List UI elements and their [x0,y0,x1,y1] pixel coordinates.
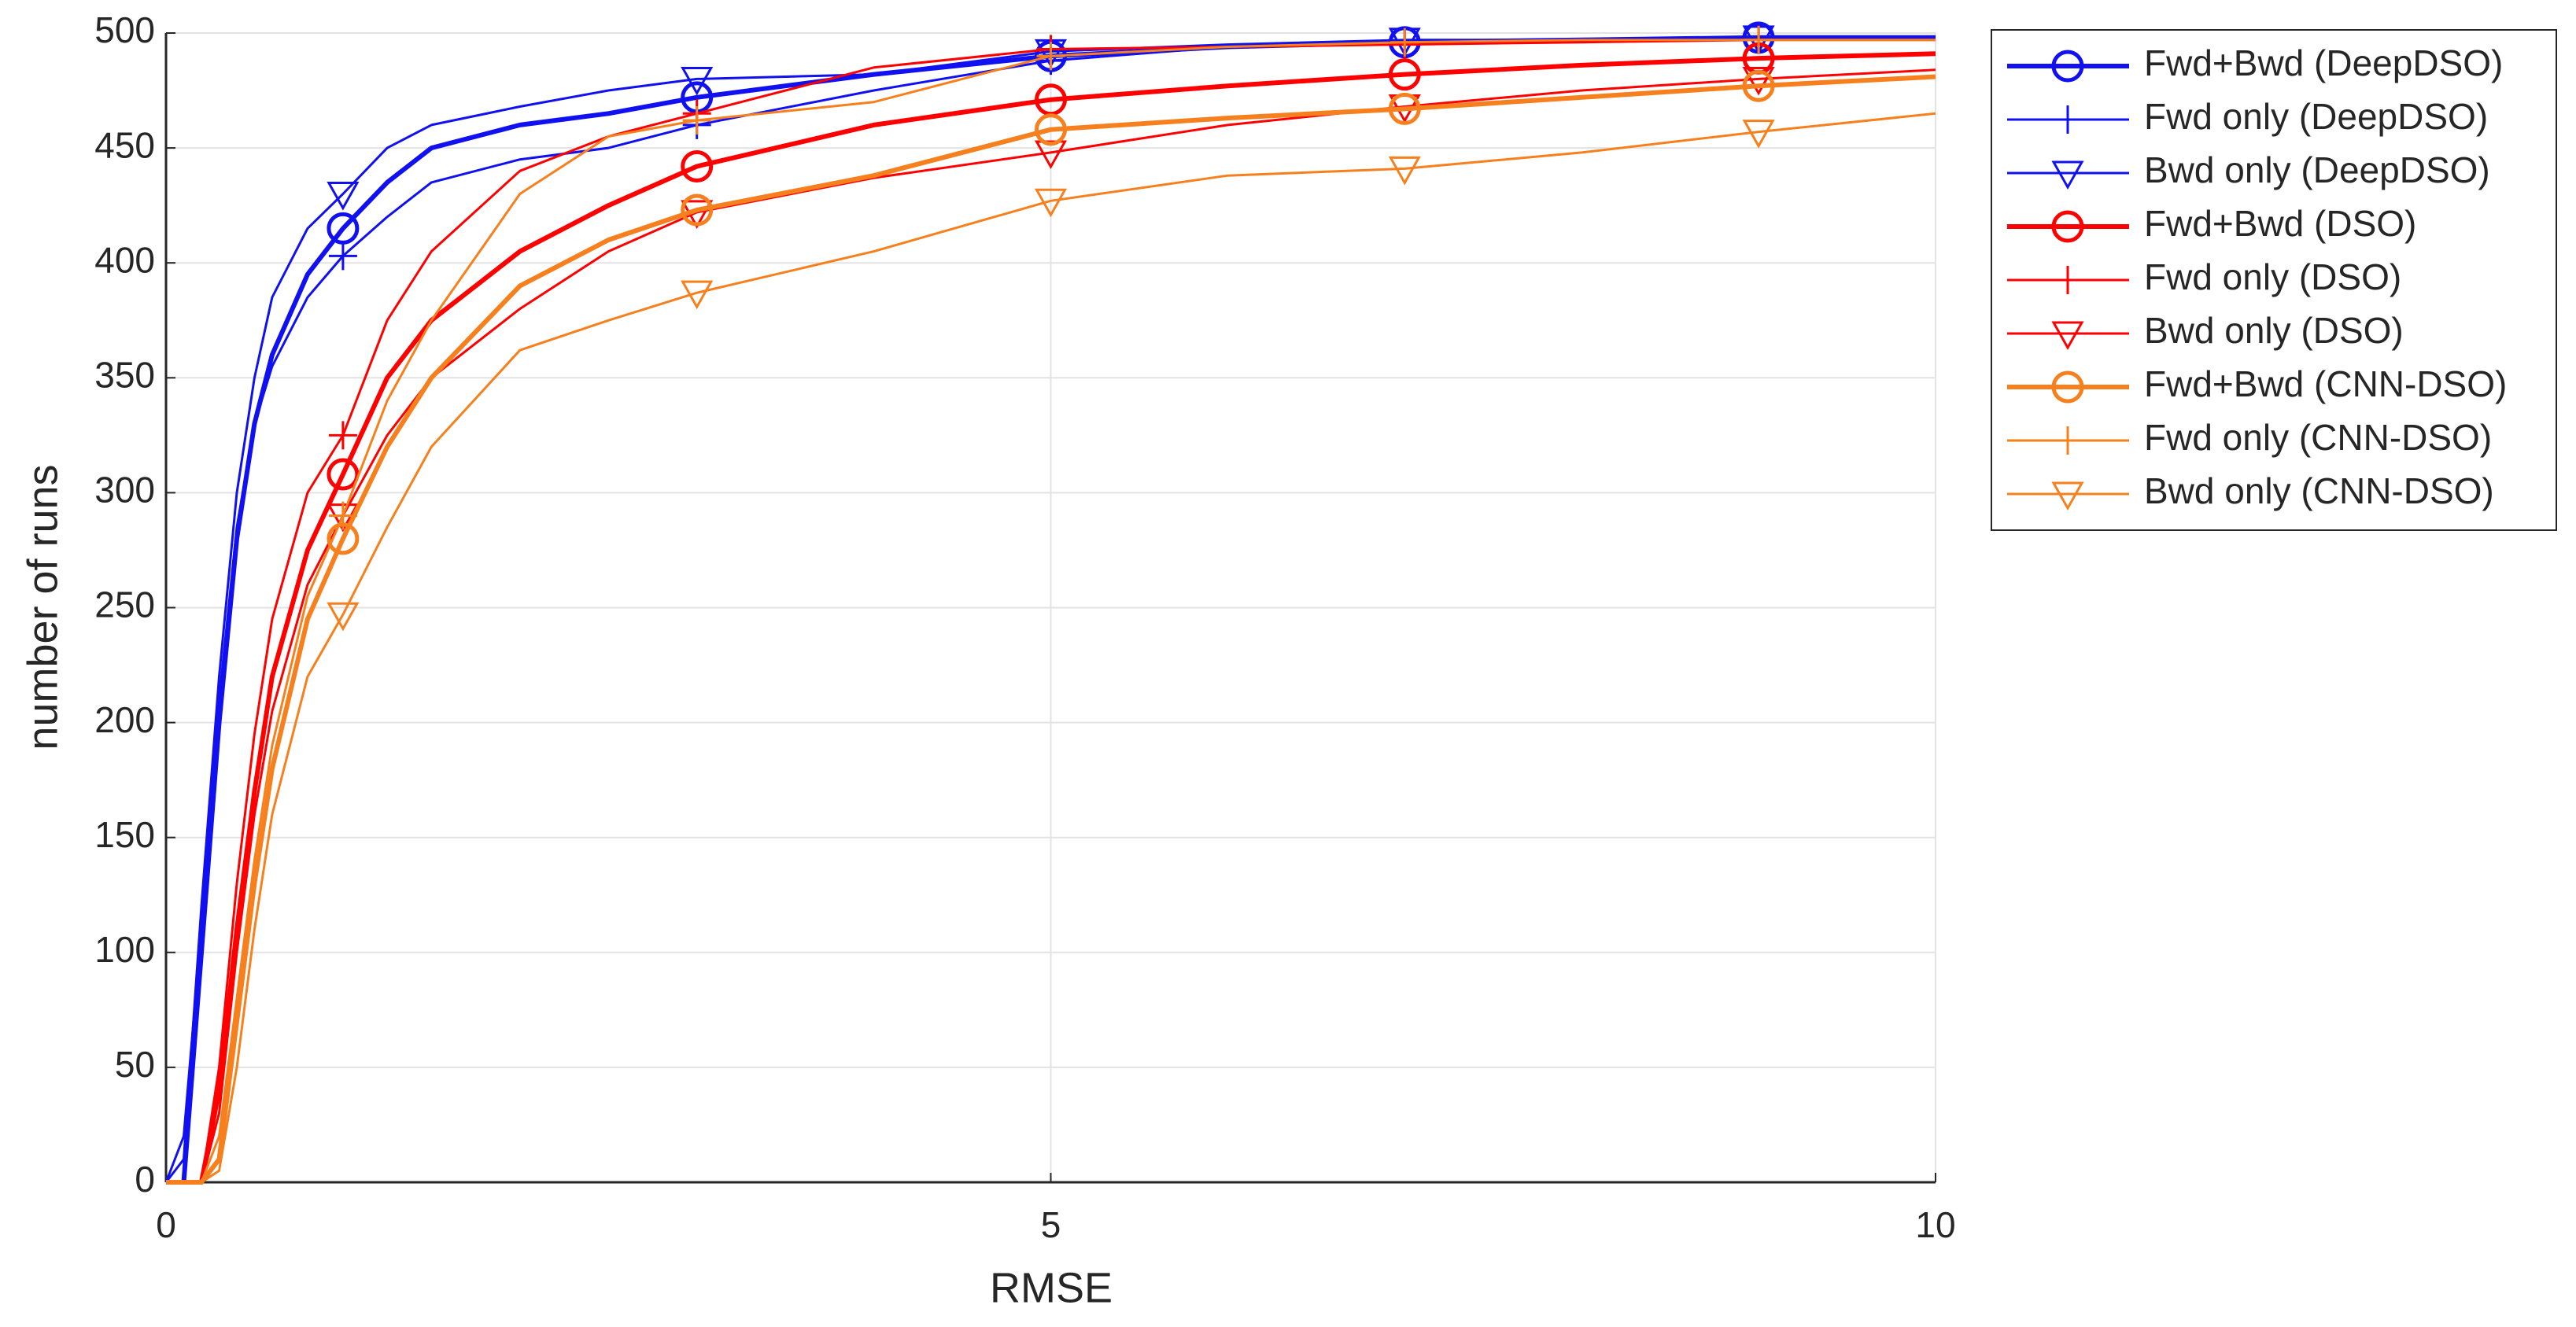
data-marker [1742,66,1775,96]
legend-marker [2054,105,2082,134]
x-tick-label: 10 [1915,1204,1955,1245]
y-tick-label: 0 [135,1159,155,1200]
x-axis-label: RMSE [990,1264,1113,1311]
legend-label: Bwd only (CNN-DSO) [2144,470,2494,511]
legend-marker [2051,50,2084,83]
y-tick-label: 250 [94,584,155,625]
data-marker [1742,120,1775,149]
x-tick-label: 0 [156,1204,176,1245]
series-line [166,112,1936,1184]
y-tick-label: 400 [94,239,155,280]
data-marker [1744,25,1773,54]
data-marker [328,241,357,271]
data-marker [328,501,357,530]
legend-label: Bwd only (DeepDSO) [2144,149,2490,190]
data-marker [1036,42,1065,71]
legend-label: Fwd only (CNN-DSO) [2144,417,2492,458]
legend-marker [2051,321,2084,351]
legend-label: Fwd only (DSO) [2144,256,2401,297]
data-marker [1388,92,1421,125]
legend-marker [2054,426,2082,455]
data-marker [1742,69,1775,102]
legend-marker [2051,370,2084,404]
data-marker [681,194,714,227]
data-marker [328,421,357,450]
series-line [166,39,1936,1184]
data-marker [1035,113,1067,146]
legend-marker [2051,160,2084,190]
legend-label: Fwd+Bwd (DeepDSO) [2144,42,2503,83]
data-marker [1388,156,1421,186]
y-tick-label: 500 [94,9,155,50]
y-tick-label: 350 [94,354,155,395]
data-marker [327,182,360,211]
data-marker [1390,28,1419,57]
data-marker [327,602,360,632]
legend-label: Bwd only (DSO) [2144,310,2404,351]
legend-label: Fwd+Bwd (CNN-DSO) [2144,363,2507,404]
series-line [166,74,1936,1185]
legend-marker [2051,481,2084,511]
legend-label: Fwd only (DeepDSO) [2144,96,2488,137]
y-tick-label: 200 [94,699,155,740]
y-tick-label: 300 [94,470,155,511]
y-tick-label: 50 [115,1044,155,1085]
data-marker [681,149,714,182]
data-marker [681,280,714,310]
legend-marker [2054,266,2082,294]
y-tick-label: 100 [94,929,155,970]
data-marker [1034,188,1068,218]
y-tick-label: 150 [94,814,155,855]
data-marker [1388,58,1421,91]
data-marker [682,106,711,135]
data-marker [327,458,360,491]
data-marker [681,66,714,96]
series-line [166,39,1936,1184]
data-marker [1034,140,1068,170]
series-line [164,36,1936,1183]
legend-label: Fwd+Bwd (DSO) [2144,203,2416,244]
y-tick-label: 450 [94,124,155,165]
y-axis-label: number of runs [19,464,66,750]
x-tick-label: 5 [1041,1204,1061,1245]
legend-marker [2051,210,2084,243]
